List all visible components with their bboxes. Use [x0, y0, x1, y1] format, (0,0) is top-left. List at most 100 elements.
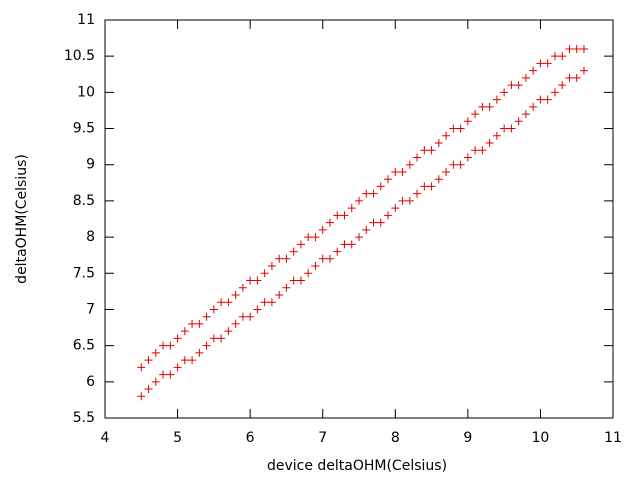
- point: [485, 102, 494, 111]
- x-tick-label: 11: [604, 430, 622, 446]
- point: [347, 240, 356, 249]
- point: [420, 182, 429, 191]
- point: [333, 247, 342, 256]
- point: [173, 363, 182, 372]
- point: [231, 290, 240, 299]
- point: [340, 240, 349, 249]
- point: [507, 124, 516, 133]
- point: [427, 182, 436, 191]
- point: [188, 319, 197, 328]
- point: [224, 327, 233, 336]
- point: [311, 262, 320, 271]
- y-tick-label: 8.5: [73, 193, 95, 209]
- y-tick-label: 7.5: [73, 265, 95, 281]
- point: [536, 95, 545, 104]
- point: [289, 276, 298, 285]
- point: [434, 139, 443, 148]
- point: [355, 196, 363, 205]
- y-tick-label: 11: [77, 12, 95, 28]
- point: [572, 73, 581, 82]
- point: [405, 196, 414, 205]
- point: [514, 81, 523, 90]
- y-tick-label: 6.5: [73, 338, 95, 354]
- point: [449, 160, 458, 169]
- x-tick-label: 10: [532, 430, 550, 446]
- point: [296, 240, 305, 249]
- x-tick-label: 4: [101, 430, 110, 446]
- point: [202, 312, 211, 321]
- point: [398, 167, 407, 176]
- y-tick-label: 6: [86, 374, 95, 390]
- point: [442, 167, 451, 176]
- point: [195, 319, 204, 328]
- point: [565, 73, 574, 82]
- point: [144, 356, 153, 365]
- point: [413, 189, 422, 198]
- point: [159, 341, 168, 350]
- point: [209, 334, 218, 343]
- point: [529, 66, 538, 75]
- point: [355, 233, 363, 242]
- point: [558, 81, 567, 90]
- point: [151, 377, 160, 386]
- point: [529, 102, 538, 111]
- point: [246, 312, 255, 321]
- point: [180, 327, 189, 336]
- point: [478, 146, 487, 155]
- point: [202, 341, 211, 350]
- point: [260, 298, 269, 307]
- point: [289, 247, 298, 256]
- plot-frame: [104, 19, 614, 419]
- y-tick-label: 9.5: [73, 121, 95, 137]
- point: [217, 334, 226, 343]
- point: [463, 117, 472, 126]
- point: [275, 254, 284, 263]
- point: [572, 44, 581, 53]
- point: [449, 124, 458, 133]
- point: [521, 73, 530, 82]
- point: [246, 276, 255, 285]
- point: [384, 211, 393, 220]
- point: [318, 254, 327, 263]
- point: [492, 131, 501, 140]
- point: [238, 312, 247, 321]
- point: [384, 175, 393, 184]
- point: [151, 348, 160, 357]
- point: [427, 146, 436, 155]
- y-tick-label: 7: [86, 301, 95, 317]
- point: [521, 110, 530, 119]
- point: [478, 102, 487, 111]
- point: [456, 160, 465, 169]
- point: [405, 160, 414, 169]
- point: [565, 44, 574, 53]
- point: [137, 392, 146, 401]
- point: [217, 298, 226, 307]
- point: [159, 370, 168, 379]
- point: [304, 233, 313, 242]
- point: [253, 276, 262, 285]
- point: [137, 363, 146, 372]
- point: [362, 225, 371, 234]
- point: [173, 334, 182, 343]
- x-tick-label: 9: [463, 430, 472, 446]
- point: [369, 218, 378, 227]
- point: [253, 305, 262, 314]
- point: [579, 44, 588, 53]
- point: [166, 341, 175, 350]
- point: [471, 110, 480, 119]
- point: [166, 370, 175, 379]
- x-tick-label: 6: [246, 430, 255, 446]
- point: [231, 319, 240, 328]
- point: [492, 95, 501, 104]
- point: [543, 95, 552, 104]
- point: [376, 182, 385, 191]
- point: [442, 131, 451, 140]
- y-tick-label: 8: [86, 229, 95, 245]
- point: [195, 348, 204, 357]
- y-tick-label: 5.5: [73, 410, 95, 426]
- point: [238, 283, 247, 292]
- point: [260, 269, 269, 278]
- point: [362, 189, 371, 198]
- x-tick-label: 7: [318, 430, 327, 446]
